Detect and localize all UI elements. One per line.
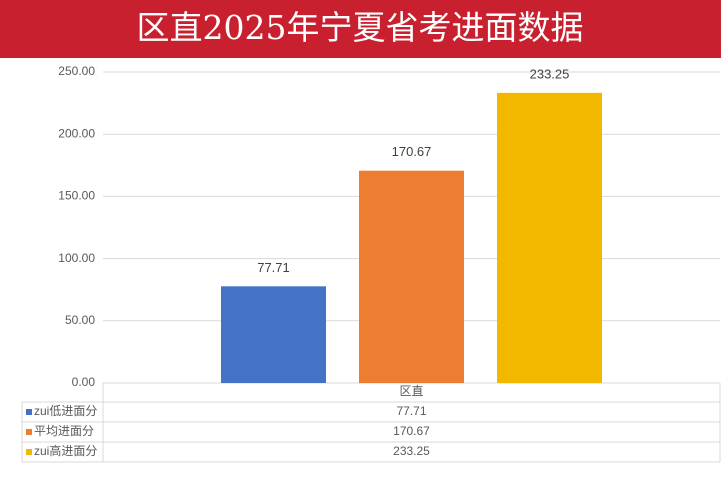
y-tick-label: 100.00 bbox=[58, 251, 95, 265]
table-value: 170.67 bbox=[393, 424, 430, 438]
data-label: 77.71 bbox=[257, 260, 290, 275]
legend-swatch bbox=[26, 409, 32, 415]
legend-swatch bbox=[26, 449, 32, 455]
table-value: 77.71 bbox=[396, 404, 426, 418]
data-label: 170.67 bbox=[392, 144, 432, 159]
y-tick-label: 0.00 bbox=[72, 375, 96, 389]
legend-label: zui低进面分 bbox=[34, 404, 97, 418]
title-banner bbox=[0, 0, 721, 58]
bar bbox=[359, 170, 464, 383]
legend-swatch bbox=[26, 429, 32, 435]
legend-label: 平均进面分 bbox=[34, 424, 94, 438]
bar bbox=[497, 92, 602, 383]
y-tick-label: 250.00 bbox=[58, 64, 95, 78]
chart-title: 区直2025年宁夏省考进面数据 bbox=[137, 8, 584, 47]
table-value: 233.25 bbox=[393, 444, 430, 458]
legend-label: zui高进面分 bbox=[34, 443, 97, 458]
y-tick-label: 150.00 bbox=[58, 189, 95, 203]
y-tick-label: 200.00 bbox=[58, 126, 95, 140]
y-tick-label: 50.00 bbox=[65, 313, 95, 327]
bar bbox=[221, 286, 326, 383]
data-label: 233.25 bbox=[530, 66, 570, 81]
x-tick-label: 区直 bbox=[399, 384, 423, 398]
